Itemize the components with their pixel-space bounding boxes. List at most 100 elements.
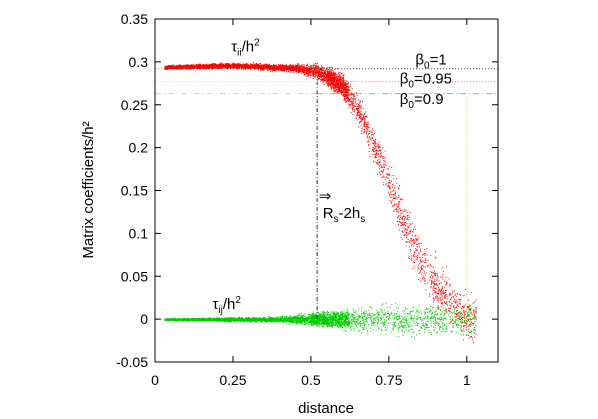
data-point — [220, 62, 222, 64]
data-point — [424, 266, 426, 268]
data-point — [277, 67, 279, 69]
data-point — [400, 222, 402, 224]
data-point — [340, 83, 342, 85]
data-point — [320, 72, 322, 74]
data-point — [468, 328, 470, 330]
data-point — [440, 282, 442, 284]
data-point — [394, 204, 395, 206]
data-point — [445, 276, 447, 278]
data-point — [379, 150, 381, 152]
data-point — [384, 163, 386, 165]
data-point — [445, 309, 447, 311]
data-point — [300, 68, 302, 69]
data-point — [301, 65, 303, 67]
data-point — [434, 292, 436, 294]
data-point — [254, 64, 256, 66]
data-point — [433, 280, 435, 282]
data-point — [360, 130, 362, 132]
data-point — [441, 288, 443, 290]
data-point — [226, 66, 228, 68]
data-point — [368, 143, 370, 145]
data-point — [368, 138, 370, 140]
data-point — [272, 65, 274, 67]
data-point — [392, 186, 394, 188]
data-point — [326, 75, 328, 77]
data-point — [333, 83, 334, 85]
data-point — [246, 67, 248, 69]
data-point — [173, 66, 175, 68]
data-point — [321, 70, 323, 71]
data-point — [298, 70, 300, 72]
data-point — [456, 316, 458, 318]
data-point — [443, 292, 444, 294]
data-point — [341, 72, 343, 74]
data-point — [393, 210, 395, 212]
data-point — [399, 219, 401, 221]
data-point — [331, 83, 333, 84]
data-point — [424, 278, 426, 280]
data-point — [343, 77, 345, 78]
data-point — [336, 92, 338, 94]
data-point — [214, 65, 216, 67]
data-point — [409, 257, 411, 259]
data-point — [339, 90, 341, 92]
data-point — [332, 73, 334, 75]
data-point — [226, 63, 228, 65]
data-point — [320, 76, 322, 78]
data-point — [201, 65, 202, 67]
data-point — [194, 65, 196, 67]
data-point — [255, 66, 257, 68]
data-point — [333, 85, 335, 87]
data-point — [389, 180, 390, 182]
data-point — [332, 75, 334, 77]
data-point — [330, 80, 332, 82]
data-point — [441, 292, 443, 294]
data-point — [334, 75, 336, 76]
data-point — [236, 63, 238, 65]
data-point — [380, 149, 382, 151]
data-point — [458, 312, 460, 314]
data-point — [218, 65, 220, 67]
data-point — [300, 65, 302, 67]
data-point — [443, 286, 445, 288]
data-point — [246, 65, 248, 67]
data-point — [444, 301, 446, 303]
data-point — [198, 65, 200, 66]
data-point — [254, 66, 256, 67]
data-point — [448, 311, 450, 313]
data-point — [384, 150, 386, 152]
data-point — [371, 153, 373, 155]
data-point — [241, 66, 243, 68]
data-point — [168, 66, 170, 68]
data-point — [412, 268, 414, 269]
data-point — [378, 147, 380, 149]
data-point — [303, 69, 305, 71]
data-point — [338, 77, 340, 79]
data-point — [166, 65, 168, 67]
data-point — [318, 70, 320, 72]
data-point — [180, 65, 182, 66]
data-point — [190, 66, 192, 68]
data-point — [401, 224, 403, 226]
data-point — [453, 310, 455, 312]
data-point — [452, 296, 454, 298]
data-point — [249, 66, 251, 68]
data-point — [422, 254, 424, 256]
data-point — [177, 65, 179, 67]
data-point — [347, 100, 349, 102]
data-point — [228, 64, 230, 65]
data-point — [411, 235, 413, 237]
data-point — [345, 91, 347, 93]
data-point — [405, 217, 407, 219]
data-point — [419, 272, 421, 273]
data-point — [347, 90, 349, 92]
data-point — [382, 175, 384, 177]
data-point — [325, 81, 327, 83]
data-point — [349, 95, 351, 97]
data-point — [420, 259, 421, 261]
data-point — [310, 69, 312, 71]
data-point — [260, 66, 262, 68]
data-point — [367, 121, 369, 123]
data-point — [242, 68, 244, 70]
data-point — [335, 84, 336, 86]
